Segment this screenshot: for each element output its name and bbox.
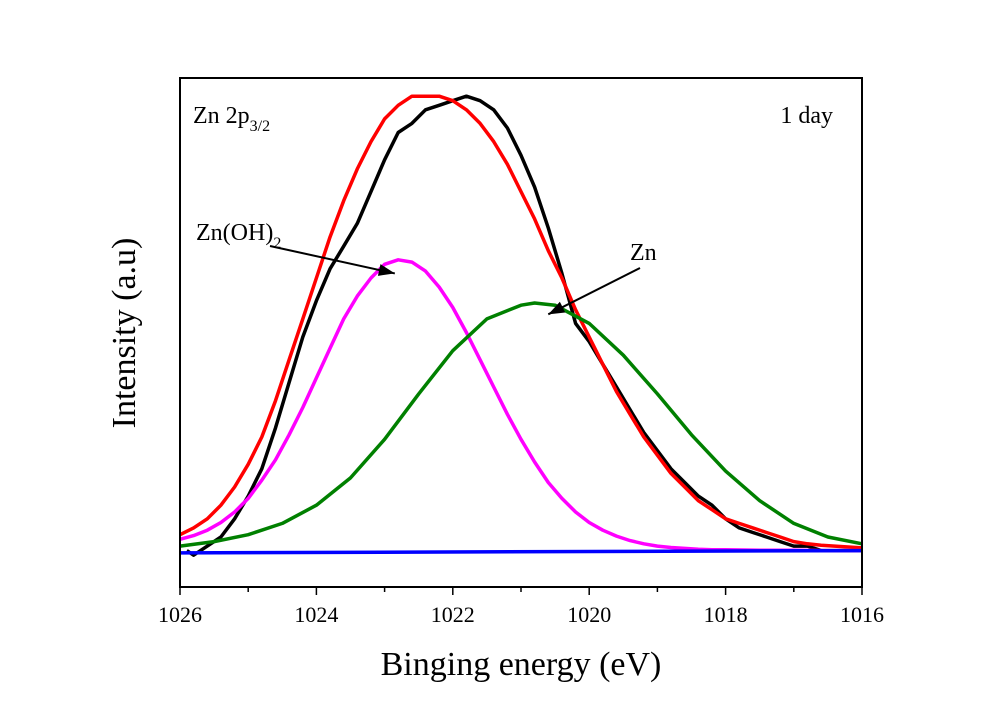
x-tick-label: 1018: [704, 602, 748, 627]
annotation-zn-oh2-sub: 2: [273, 235, 281, 252]
y-axis-title: Intensity (a.u): [106, 238, 143, 429]
arrow-zn-oh2: [269, 245, 396, 276]
annotation-zn-2p-sub: 3/2: [250, 118, 270, 135]
annotation-zn-2p: Zn 2p3/2: [193, 103, 270, 135]
series-line-2: [179, 258, 862, 553]
x-axis-title: Binging energy (eV): [381, 646, 662, 683]
series-line-0: [185, 94, 862, 557]
annotation-zn-oh2: Zn(OH)2: [196, 220, 281, 252]
series-line-1: [179, 94, 863, 550]
annotation-zn-oh2-base: Zn(OH): [196, 220, 273, 246]
arrow-zn: [547, 267, 641, 316]
x-tick-label: 1020: [567, 602, 611, 627]
series-line-3: [179, 301, 863, 548]
annotation-1-day: 1 day: [780, 103, 833, 129]
annotation-zn: Zn: [630, 240, 657, 266]
x-tick-label: 1016: [840, 602, 884, 627]
x-ticks: 1026 1024 1022 1020 1018 1016: [158, 587, 884, 627]
annotation-zn-2p-base: Zn 2p: [193, 103, 250, 129]
x-tick-label: 1026: [158, 602, 202, 627]
x-tick-label: 1022: [431, 602, 475, 627]
series-layer: [179, 94, 863, 557]
arrows: [269, 245, 641, 316]
series-line-4: [179, 548, 863, 555]
x-tick-label: 1024: [294, 602, 338, 627]
